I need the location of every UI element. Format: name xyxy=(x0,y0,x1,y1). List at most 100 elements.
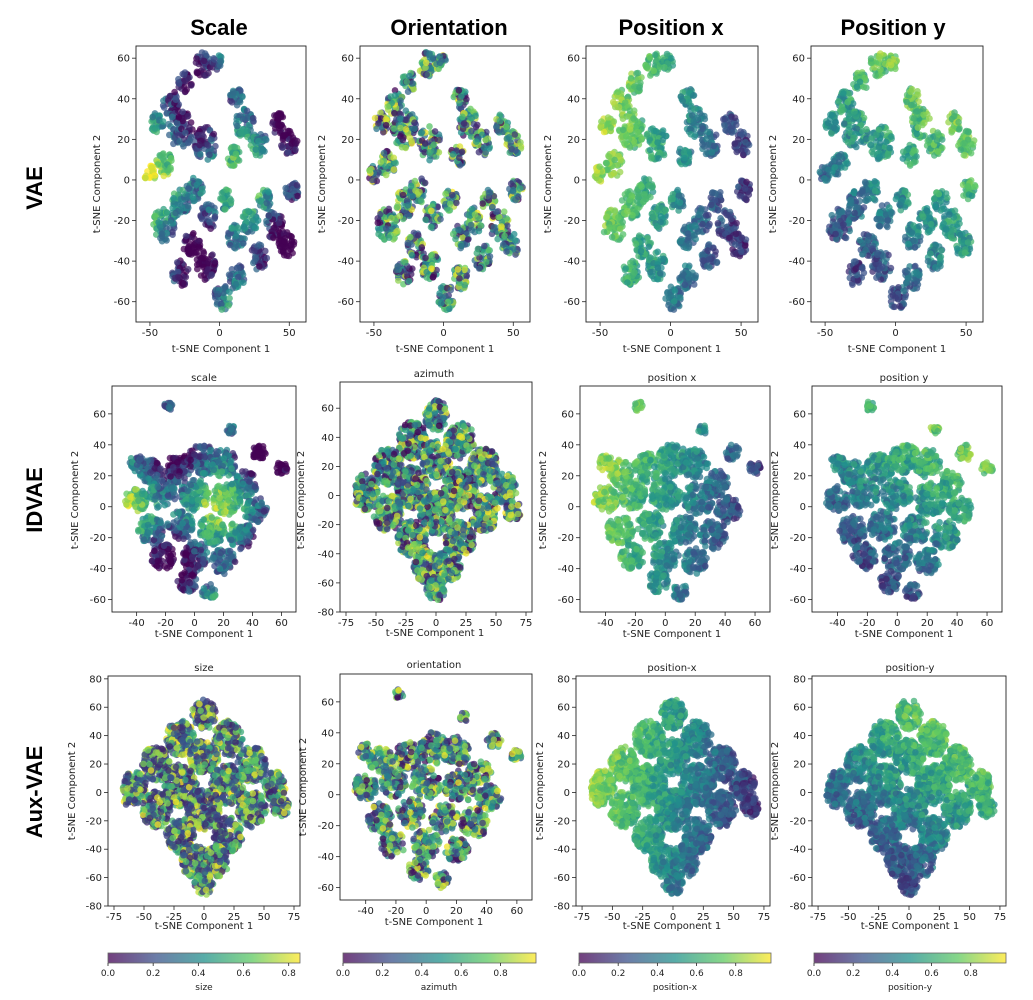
scatter-point xyxy=(235,225,242,232)
scatter-point xyxy=(430,274,437,281)
scatter-point xyxy=(407,234,414,241)
scatter-point xyxy=(190,230,197,237)
scatter-point xyxy=(212,259,219,266)
scatter-point xyxy=(256,263,263,270)
col-header-scale: Scale xyxy=(190,15,248,40)
scatter-point xyxy=(292,146,299,153)
scatter-point xyxy=(228,197,235,204)
scatter-point xyxy=(161,104,168,111)
scatter-point xyxy=(152,125,159,132)
scatter-point xyxy=(281,252,288,259)
scatter-point xyxy=(167,164,174,171)
scatter-point xyxy=(201,58,208,65)
scatter-points xyxy=(142,49,302,313)
scatter-point xyxy=(422,180,429,187)
y-tick-label: 40 xyxy=(117,94,130,105)
scatter-point xyxy=(253,152,260,159)
scatter-point xyxy=(447,201,454,208)
scatter-point xyxy=(293,140,300,147)
scatter-point xyxy=(206,207,213,214)
scatter-point xyxy=(232,144,239,151)
y-tick-label: 20 xyxy=(117,135,130,146)
scatter-point xyxy=(450,151,457,158)
scatter-point xyxy=(185,266,192,273)
scatter-point xyxy=(151,172,158,179)
row-header-vae: VAE xyxy=(22,166,47,210)
col-header-position-y: Position y xyxy=(840,15,946,40)
scatter-point xyxy=(152,213,159,220)
scatter-point xyxy=(431,141,438,148)
scatter-point xyxy=(182,129,189,136)
x-tick-label: -50 xyxy=(142,328,158,339)
scatter-point xyxy=(418,197,425,204)
scatter-point xyxy=(171,134,178,141)
scatter-point xyxy=(428,208,435,215)
scatter-point xyxy=(212,213,219,220)
scatter-point xyxy=(512,131,519,138)
scatter-point xyxy=(229,225,236,232)
scatter-point xyxy=(205,142,212,149)
scatter-point xyxy=(160,155,167,162)
scatter-point xyxy=(394,204,401,211)
scatter-point xyxy=(506,134,513,141)
scatter-point xyxy=(430,55,437,62)
scatter-point xyxy=(282,132,289,139)
scatter-point xyxy=(194,70,201,77)
scatter-point xyxy=(233,281,240,288)
scatter-point xyxy=(432,128,439,135)
scatter-point xyxy=(437,216,444,223)
scatter-point xyxy=(179,109,186,116)
scatter-point xyxy=(394,228,401,235)
scatter-point xyxy=(202,276,209,283)
scatter-point xyxy=(373,126,380,133)
scatter-point xyxy=(200,255,207,262)
scatter-point xyxy=(240,240,247,247)
scatter-point xyxy=(428,224,435,231)
scatter-point xyxy=(188,82,195,89)
scatter-point xyxy=(225,302,232,309)
scatter-point xyxy=(449,192,456,199)
scatter-point xyxy=(240,279,247,286)
scatter-point xyxy=(423,71,430,78)
scatter-point xyxy=(161,173,168,180)
scatter-point xyxy=(265,189,272,196)
scatter-point xyxy=(422,216,429,223)
scatter-point xyxy=(196,142,203,149)
scatter-point xyxy=(196,238,203,245)
scatter-point xyxy=(276,220,283,227)
scatter-point xyxy=(422,140,429,147)
scatter-point xyxy=(258,242,265,249)
scatter-point xyxy=(195,132,202,139)
scatter-point xyxy=(175,274,182,281)
scatter-point xyxy=(422,255,429,262)
scatter-point xyxy=(456,154,463,161)
scatter-point xyxy=(384,103,391,110)
scatter-point xyxy=(400,137,407,144)
scatter-point xyxy=(206,219,213,226)
scatter-point xyxy=(408,138,415,145)
scatter-point xyxy=(169,229,176,236)
scatter-point xyxy=(176,201,183,208)
scatter-point xyxy=(263,137,270,144)
scatter-point xyxy=(281,238,288,245)
scatter-point xyxy=(186,248,193,255)
scatter-point xyxy=(176,80,183,87)
y-tick-label: 60 xyxy=(117,54,130,65)
scatter-point xyxy=(419,129,426,136)
scatter-point xyxy=(512,147,519,154)
scatter-point xyxy=(241,214,248,221)
scatter-point xyxy=(473,138,480,145)
scatter-point xyxy=(493,123,500,130)
scatter-point xyxy=(240,116,247,123)
scatter-point xyxy=(171,89,178,96)
scatter-point xyxy=(233,233,240,240)
scatter-point xyxy=(481,144,488,151)
scatter-point xyxy=(205,266,212,273)
y-tick-label: -20 xyxy=(114,216,130,227)
scatter-point xyxy=(185,203,192,210)
scatter-point xyxy=(244,108,251,115)
scatter-point xyxy=(207,225,214,232)
scatter-point xyxy=(252,225,259,232)
scatter-point xyxy=(182,88,189,95)
